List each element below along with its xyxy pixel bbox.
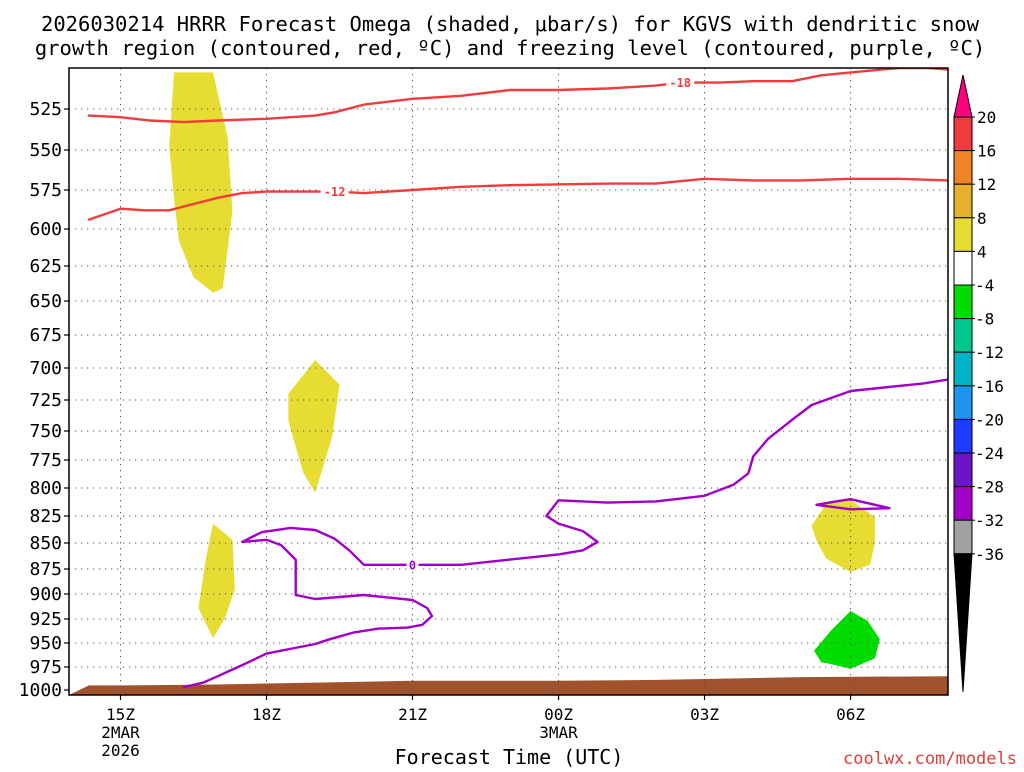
y-tick-label-650: 650	[29, 291, 62, 312]
colorbar-box-11	[953, 486, 973, 521]
colorbar-box-4	[953, 250, 973, 286]
x-tick-label-00Z-0: 00Z	[544, 705, 573, 724]
x-axis-title: Forecast Time (UTC)	[395, 745, 624, 768]
y-tick-label-525: 525	[29, 99, 62, 120]
contour-line-1	[87, 177, 948, 221]
y-tick-label-550: 550	[29, 140, 62, 161]
y-tick-label-1000: 1000	[19, 680, 62, 701]
y-tick-label-625: 625	[29, 256, 62, 277]
colorbar-label-12: -32	[975, 511, 1004, 530]
contour-label-bg-2	[406, 557, 419, 572]
y-tick-label-775: 775	[29, 450, 62, 471]
y-tick-label-875: 875	[29, 559, 62, 580]
grid-lines	[69, 68, 948, 695]
omega-region-1	[288, 360, 340, 493]
contour-layer: -18 -12 0	[87, 68, 948, 689]
y-tick-label-575: 575	[29, 180, 62, 201]
contour-label-bg-1	[320, 184, 349, 199]
y-tick-label-725: 725	[29, 390, 62, 411]
colorbar-box-5	[953, 284, 973, 320]
colorbar-bottom-arrow	[953, 553, 973, 693]
chart-title-line1: 2026030214 HRRR Forecast Omega (shaded, …	[41, 12, 980, 36]
contour-label-2: 0	[409, 558, 416, 572]
colorbar-top-arrow	[953, 74, 973, 118]
x-tick-label-15Z-1: 2MAR	[101, 723, 140, 742]
colorbar-label-6: -8	[975, 310, 994, 329]
colorbar-label-2: 12	[977, 175, 996, 194]
colorbar-label-3: 8	[977, 209, 987, 228]
omega-region-2	[198, 523, 235, 639]
y-tick-label-675: 675	[29, 325, 62, 346]
contour-label-1: -12	[324, 185, 346, 199]
colorbar-box-9	[953, 418, 973, 454]
plot-area	[69, 72, 948, 695]
contour-line-2	[182, 378, 948, 689]
chart-title-line2: growth region (contoured, red, ºC) and f…	[35, 36, 985, 60]
y-tick-label-900: 900	[29, 584, 62, 605]
x-tick-label-15Z-0: 15Z	[106, 705, 135, 724]
colorbar-box-7	[953, 351, 973, 387]
colorbar-box-10	[953, 452, 973, 488]
colorbar-label-9: -20	[975, 410, 1004, 429]
colorbar-box-6	[953, 318, 973, 353]
x-tick-label-06Z-0: 06Z	[836, 705, 865, 724]
colorbar-label-5: -4	[975, 276, 994, 295]
omega-region-3	[811, 498, 875, 572]
colorbar-box-8	[953, 385, 973, 420]
y-tick-label-850: 850	[29, 533, 62, 554]
colorbar-label-1: 16	[977, 142, 996, 161]
x-tick-label-21Z-0: 21Z	[398, 705, 427, 724]
y-tick-label-975: 975	[29, 657, 62, 678]
contour-line-0	[87, 68, 948, 124]
colorbar-label-7: -12	[975, 343, 1004, 362]
colorbar-label-4: 4	[977, 242, 987, 261]
x-tick-label-18Z-0: 18Z	[252, 705, 281, 724]
omega-region-4	[814, 611, 880, 669]
colorbar-label-10: -24	[975, 444, 1004, 463]
colorbar-box-12	[953, 519, 973, 555]
colorbar-box-0	[953, 116, 973, 152]
x-tick-label-00Z-1: 3MAR	[539, 723, 578, 742]
plot-border	[68, 67, 949, 696]
y-tick-label-825: 825	[29, 506, 62, 527]
y-tick-label-800: 800	[29, 478, 62, 499]
colorbar-label-13: -36	[975, 545, 1004, 564]
plot-frame	[68, 67, 949, 696]
ground-terrain	[69, 676, 948, 695]
contour-line-3	[815, 498, 891, 511]
y-tick-label-950: 950	[29, 633, 62, 654]
y-tick-label-750: 750	[29, 421, 62, 442]
colorbar-box-3	[953, 217, 973, 252]
omega-region-0	[169, 72, 233, 293]
colorbar-box-1	[953, 150, 973, 185]
y-tick-label-925: 925	[29, 609, 62, 630]
colorbar-box-2	[953, 183, 973, 219]
credit-link[interactable]: coolwx.com/models	[843, 749, 1017, 769]
contour-label-bg-0	[666, 75, 695, 90]
y-tick-label-600: 600	[29, 219, 62, 240]
colorbar-label-8: -16	[975, 377, 1004, 396]
x-tick-label-03Z-0: 03Z	[690, 705, 719, 724]
x-tick-label-15Z-2: 2026	[101, 741, 140, 760]
colorbar-label-11: -28	[975, 478, 1004, 497]
colorbar: 20 16 12 8 4 -4 -8 -12 -16 -20 -24 -28 -32 -36	[953, 74, 1004, 693]
colorbar-label-0: 20	[977, 108, 996, 127]
y-tick-label-700: 700	[29, 358, 62, 379]
y-axis: 525 550 575 600 625 650 675 700 725 750 775 800 825 8…	[19, 99, 69, 701]
contour-label-0: -18	[669, 76, 691, 90]
